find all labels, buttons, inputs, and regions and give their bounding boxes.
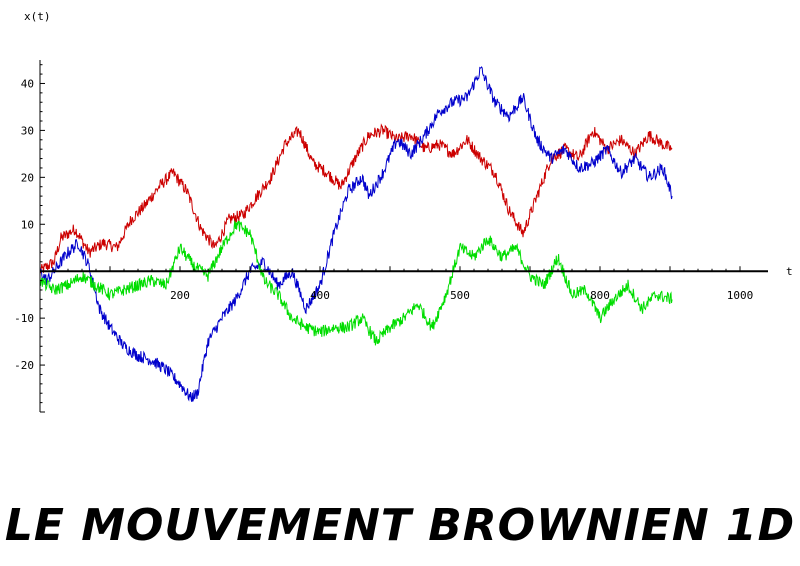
series-line-1 [39, 123, 673, 274]
y-tick-label: 40 [21, 77, 34, 90]
series-layer [39, 66, 673, 402]
y-axis-label: x(t) [24, 10, 51, 23]
x-axis-label: t [786, 265, 793, 278]
brownian-chart: 40 30 20 10 -10 -20 200 400 500 800 1000 t x(t) [14, 10, 793, 413]
axes-layer [39, 60, 768, 412]
series-line-2 [39, 66, 673, 402]
y-tick-label: 20 [21, 171, 34, 184]
x-tick-label: 800 [590, 289, 610, 302]
y-tick-label: 10 [21, 218, 34, 231]
y-tick-label: -10 [14, 312, 34, 325]
x-tick-label: 400 [310, 289, 330, 302]
y-tick-label: 30 [21, 124, 34, 137]
x-tick-label: 200 [170, 289, 190, 302]
ticks-layer: 40 30 20 10 -10 -20 200 400 500 800 1000 [14, 64, 754, 413]
x-tick-label: 500 [450, 289, 470, 302]
series-line-3 [39, 220, 673, 346]
x-tick-label: 1000 [727, 289, 754, 302]
chart-caption: LE MOUVEMENT BROWNIEN 1D [4, 500, 796, 551]
y-tick-label: -20 [14, 359, 34, 372]
